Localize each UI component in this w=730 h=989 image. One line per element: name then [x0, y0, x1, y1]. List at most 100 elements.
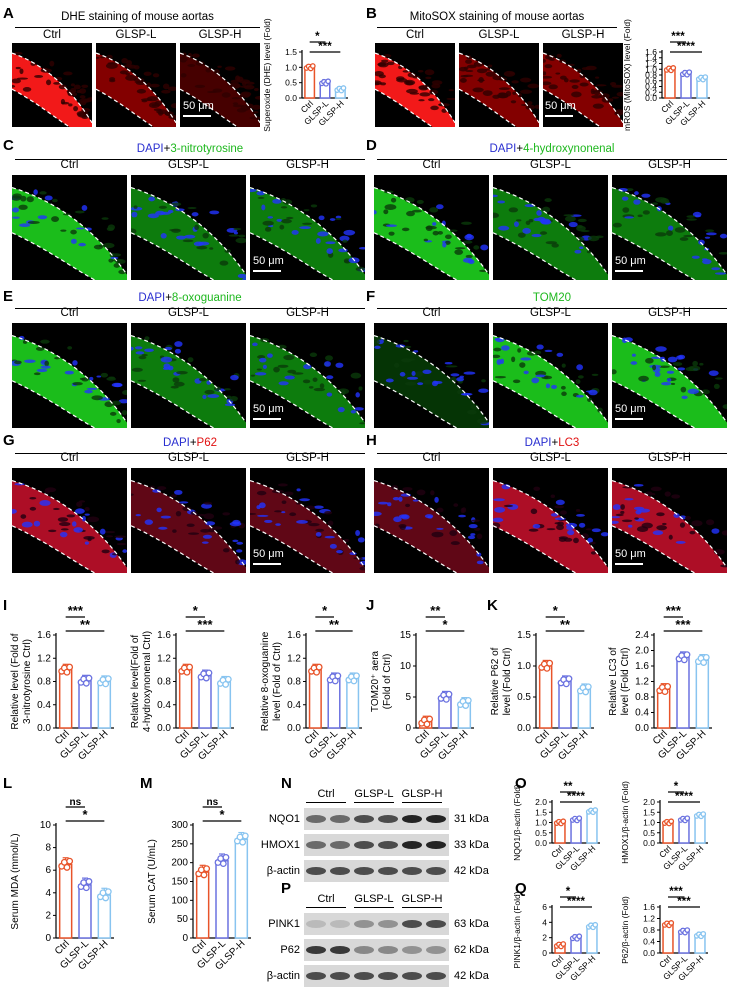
micrograph-e-glspl — [131, 323, 246, 428]
data-point — [325, 78, 331, 85]
y-tick-label: 0.8 — [635, 692, 649, 703]
significance-label: ** — [430, 603, 441, 618]
y-tick-label: 0.0 — [157, 723, 171, 734]
y-tick-label: 0.0 — [635, 723, 649, 734]
y-axis-label: (Fold of Ctrl) — [382, 654, 393, 710]
y-tick-label: 0.5 — [285, 78, 297, 88]
significance-label: *** — [318, 41, 332, 53]
significance-label: ns — [206, 797, 218, 808]
y-tick-label: 0.2 — [645, 87, 657, 97]
bar-glsp-l — [78, 884, 92, 939]
y-tick-label: 1.0 — [643, 818, 655, 828]
data-point — [102, 680, 110, 688]
chart-i1: Relative level (Fold of 3-nitrotyrosine C… — [10, 603, 114, 762]
significance-label: **** — [567, 791, 585, 803]
data-point — [670, 65, 677, 71]
title-g-line — [15, 453, 365, 454]
y-axis-label: level (Fold Ctrl) — [502, 648, 513, 716]
panel-h-col-1: GLSP-L — [530, 452, 571, 464]
bar-glsp-h — [97, 894, 112, 939]
y-tick-label: 1.0 — [535, 818, 547, 828]
data-point — [661, 688, 669, 696]
y-tick-label: 15 — [400, 630, 412, 641]
data-point — [222, 680, 230, 688]
scale-f-bar — [615, 418, 643, 420]
data-point — [203, 865, 211, 873]
chart-i3: Relative 8-oxoguanine level (Fold of Ctrl… — [260, 603, 362, 762]
y-axis-label: level (Fold of Ctrl) — [272, 642, 283, 721]
significance-label: * — [674, 781, 679, 793]
scale-a-bar — [183, 115, 211, 117]
data-point — [186, 663, 194, 671]
bar-ctrl — [58, 669, 73, 729]
blot-p-band-label-0: PINK1 — [268, 918, 300, 930]
panel-label-a: A — [3, 5, 14, 22]
panel-g-col-2: GLSP-H — [286, 452, 329, 464]
title-b: MitoSOX staining of mouse aortas — [409, 11, 585, 23]
data-point — [543, 664, 551, 672]
data-point — [104, 888, 112, 896]
y-tick-label: 6 — [542, 902, 547, 912]
data-point — [700, 930, 707, 937]
data-point — [63, 863, 71, 871]
panel-d-col-2: GLSP-H — [648, 159, 691, 171]
bar-glsp-h — [234, 838, 249, 939]
micrograph-h-glsph — [612, 468, 727, 573]
data-point — [63, 668, 71, 676]
data-point — [680, 656, 688, 664]
bar-glsp-h — [695, 659, 710, 729]
panel-label-l: L — [3, 775, 13, 792]
micrograph-h-glspl — [493, 468, 608, 573]
significance-label: *** — [197, 617, 213, 632]
data-point — [426, 715, 434, 723]
bar-ctrl — [664, 68, 676, 99]
panel-a-col-1: GLSP-L — [115, 29, 157, 41]
bar-ctrl — [195, 871, 210, 939]
y-tick-label: 0 — [542, 948, 547, 958]
significance-label: * — [82, 807, 88, 822]
y-tick-label: 1.2 — [37, 653, 51, 664]
bar-glsp-h — [346, 677, 360, 729]
panel-b-col-1: GLSP-L — [478, 29, 520, 41]
data-point — [66, 663, 74, 671]
bar-glsp-l — [215, 860, 229, 939]
scale-g: 50 μm — [253, 548, 284, 560]
data-point — [664, 683, 672, 690]
y-tick-label: 1.5 — [517, 630, 531, 641]
panel-c-col-0: Ctrl — [60, 159, 79, 171]
y-axis-label: Relative level (Fold of — [10, 633, 21, 729]
scale-h-bar — [615, 563, 643, 565]
y-tick-label: 1.2 — [635, 677, 649, 688]
y-axis-label: Relative level(Fold of — [130, 635, 141, 729]
y-tick-label: 1.6 — [287, 630, 301, 641]
data-point — [202, 674, 210, 682]
blot-p-group-glsph-line — [402, 907, 442, 908]
y-tick-label: 0.4 — [635, 708, 649, 719]
y-axis-label: HMOX1/β-actin (Fold) — [620, 781, 630, 864]
blot-p-kda-2: 42 kDa — [454, 970, 489, 982]
scale-h: 50 μm — [615, 548, 646, 560]
y-tick-label: 4 — [45, 888, 51, 899]
significance-label: ** — [329, 617, 340, 632]
scale-b-bar — [545, 115, 573, 117]
y-tick-label: 0.4 — [645, 82, 657, 92]
micrograph-g-glspl — [131, 468, 246, 573]
y-tick-label: 0.0 — [643, 948, 655, 958]
data-point — [592, 921, 599, 928]
data-point — [224, 675, 232, 683]
y-tick-label: 200 — [171, 858, 188, 869]
bar-glsp-l — [327, 677, 341, 729]
bar-glsp-h — [577, 688, 592, 729]
data-point — [205, 669, 213, 677]
y-axis-label: Relative 8-oxoguanine — [260, 631, 271, 731]
blot-n-group-glspl: GLSP-L — [354, 788, 394, 800]
y-tick-label: 1.0 — [645, 64, 657, 74]
significance-label: ** — [80, 617, 91, 632]
micrograph-f-glsph — [612, 323, 727, 428]
y-tick-label: 0.4 — [157, 700, 171, 711]
significance-label: * — [553, 603, 559, 618]
blot-p-band-strip-1 — [304, 939, 449, 961]
scale-d: 50 μm — [615, 255, 646, 267]
micrograph-d-glspl — [493, 175, 608, 280]
